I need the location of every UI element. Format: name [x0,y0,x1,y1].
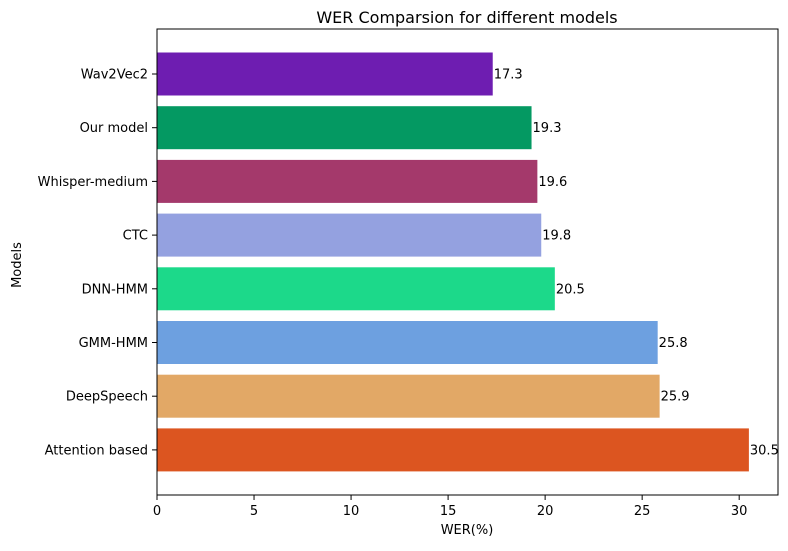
bar-ctc [157,213,542,257]
bar-our-model [157,106,532,150]
y-tick-label: Whisper-medium [38,175,148,190]
x-tick-label: 10 [343,504,360,519]
y-tick-label: Wav2Vec2 [81,68,148,83]
y-axis-label: Models [10,242,25,288]
y-tick-label: Attention based [45,443,148,458]
bar-wav2vec2 [157,52,493,96]
x-tick-label: 5 [250,504,258,519]
bar-attention-based [157,428,749,472]
y-tick-label: DNN-HMM [82,282,148,297]
bar-value-label: 20.5 [556,282,585,297]
bar-value-label: 25.9 [661,390,690,405]
bar-value-label: 19.3 [533,121,562,136]
bar-value-label: 30.5 [750,443,779,458]
y-tick-label: GMM-HMM [79,336,148,351]
bar-whisper-medium [157,159,538,203]
bar-value-label: 17.3 [494,68,523,83]
y-tick-label: Our model [80,121,148,136]
bar-deepspeech [157,374,660,418]
y-tick-label: CTC [123,229,148,244]
x-tick-label: 0 [153,504,161,519]
y-tick-label: DeepSpeech [66,390,148,405]
bar-gmm-hmm [157,321,658,364]
x-axis-label: WER(%) [441,523,494,538]
plot-frame [156,28,779,496]
x-tick-label: 15 [440,504,457,519]
bar-value-label: 19.8 [542,229,571,244]
x-tick-label: 25 [634,504,651,519]
chart-title: WER Comparsion for different models [316,8,617,27]
x-tick-label: 30 [731,504,748,519]
bar-value-label: 19.6 [538,175,567,190]
ticks-layer: Attention based DeepSpeech GMM-HMM DNN-HMM C… [38,68,748,520]
bars-layer: 30.5 25.9 25.8 20.5 19.8 19.6 19.3 17.3 [157,52,779,472]
bar-dnn-hmm [157,267,555,311]
bar-value-label: 25.8 [659,336,688,351]
x-tick-label: 20 [537,504,554,519]
